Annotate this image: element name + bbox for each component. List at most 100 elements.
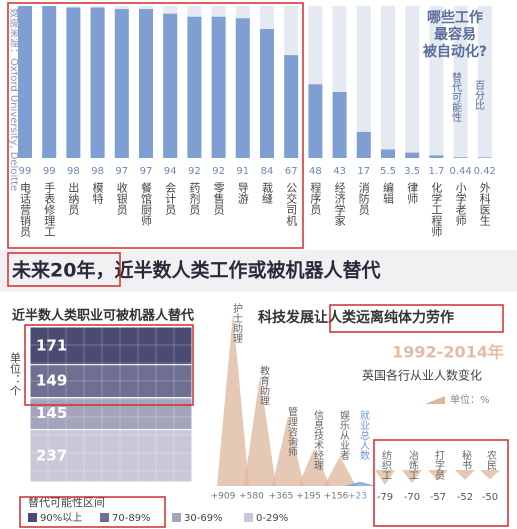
headline-band [0,250,517,292]
bar-track [453,6,468,158]
chart-title: 哪些工作 [427,9,483,26]
bar-track [381,6,395,158]
bar-track [429,6,444,158]
bar-track [405,6,420,158]
subtitle: 英国各行从业人数变化 [362,368,482,383]
value-label: +156 [324,492,349,502]
bar [429,155,444,158]
value-label: 48 [309,166,322,177]
value-label: 91 [236,166,249,177]
value-label: +195 [296,492,321,502]
bar [453,157,468,158]
value-label: 5.5 [380,166,396,177]
value-label: 98 [67,166,80,177]
value-label: 1.7 [428,166,444,177]
value-label: 92 [188,166,201,177]
x-tick-label: 导游 [236,182,249,204]
x-tick-label: 程序员 [309,182,322,216]
chart-title: 被自动化? [423,43,487,60]
legend-title: 替代可能性区间 [28,495,105,509]
x-tick-label: 经济学家 [333,182,346,226]
category-label: 娱乐从业者 [338,409,350,461]
highlight-box [373,439,509,527]
x-tick-label: 编辑 [382,181,395,204]
bar [284,55,299,158]
bar [42,6,57,158]
y-label: 替代可能性 [450,71,462,123]
bar [163,13,178,158]
value-label: +23 [348,492,367,502]
triangle [428,470,448,481]
legend-swatch [100,513,109,522]
chart-title: 近半数人类职业可被机器人替代 [12,308,194,324]
value-label: 92 [212,166,225,177]
legend-label: 0-29% [256,513,288,524]
value-label: 145 [36,404,67,422]
value-label: 97 [115,166,128,177]
chart-title: 最容易 [434,26,476,43]
x-tick-label: 小学老师 [454,182,467,226]
highlight-box [19,496,166,528]
triangle [244,375,276,486]
value-label: +365 [269,492,294,502]
legend-swatch [244,513,253,522]
category-label: 就业总人数 [358,409,370,461]
value-label: 0.44 [449,166,471,177]
triangle [480,470,500,480]
x-tick-label: 餐馆厨师 [140,181,153,226]
bar-track [356,6,371,158]
value-label: 43 [333,166,346,177]
x-tick-label: 零售员 [212,182,225,216]
x-tick-label: 公交司机 [285,182,298,226]
value-label: 149 [36,372,67,390]
value-label: 99 [19,166,32,177]
x-tick-label: 手表修理工 [43,181,56,237]
value-label: 67 [285,166,298,177]
value-label: -79 [377,492,393,503]
triangle [217,313,249,486]
highlight-box [24,324,194,406]
value-label: 98 [91,166,104,177]
x-tick-label: 模特 [91,182,104,204]
value-label: 237 [36,446,67,464]
x-tick-label: 收银员 [115,181,128,216]
unit: 单位：个 [9,352,22,396]
x-tick-label: 外科医生 [478,182,491,226]
stack-segment [29,397,193,431]
legend-swatch [28,513,37,522]
value-label: 17 [357,166,370,177]
bar [381,149,395,158]
highlight-box [7,2,304,249]
value-label: 0.42 [474,166,496,177]
triangle [344,481,376,486]
bar [356,131,371,158]
unit: 单位：% [450,393,490,406]
category-label: 信息技术经理 [312,410,324,470]
value-label: 84 [261,166,274,177]
value-label: 99 [43,166,56,177]
value-label: 3.5 [404,166,420,177]
unit: 百分比 [473,80,485,110]
value-label: -52 [457,492,473,503]
category-label: 农民 [485,449,497,471]
category-label: 管理咨询师 [286,405,298,457]
bar [235,18,250,159]
value-label: -70 [404,492,420,503]
triangle [375,470,395,486]
triangle [272,416,304,486]
value-label: 94 [164,166,177,177]
category-label: 护士助理 [231,302,243,343]
bar [114,9,129,158]
bar [187,16,202,159]
bar [260,29,274,158]
bar-track [477,6,492,158]
highlight-box [7,252,121,287]
x-tick-label: 药剂员 [188,182,201,216]
x-tick-label: 裁缝 [261,182,274,204]
triangle [455,470,475,480]
triangle [298,448,330,486]
headline: 未来20年，近半数人类工作或被机器人替代 [11,259,380,282]
bar [90,7,105,158]
x-tick-label: 化学工程师 [430,181,443,237]
